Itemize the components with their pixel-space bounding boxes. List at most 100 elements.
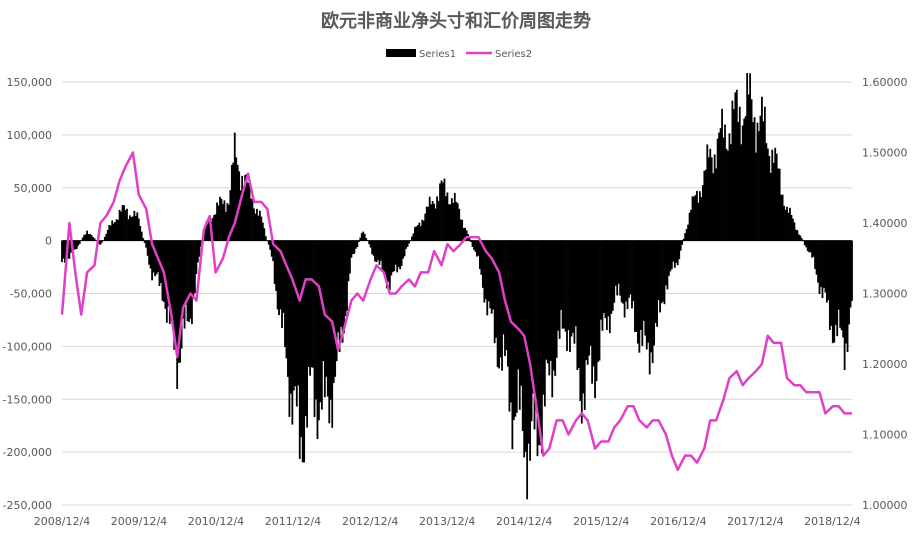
bar-series1 <box>639 240 642 330</box>
bar-series1 <box>532 240 534 394</box>
bar-series1 <box>384 240 387 280</box>
bar-series1 <box>721 108 723 241</box>
bar-series1 <box>108 225 111 241</box>
bar-series1 <box>90 235 93 241</box>
bar-series1 <box>341 240 344 343</box>
bar-series1 <box>551 240 554 398</box>
bar-series1 <box>489 240 492 309</box>
bar-series1 <box>99 240 102 245</box>
bar-series1 <box>603 240 605 314</box>
bar-series1 <box>62 240 65 259</box>
bar-series1 <box>831 240 834 344</box>
bar-series1 <box>72 240 75 250</box>
bar-series1 <box>399 240 402 270</box>
bar-series1 <box>508 240 511 412</box>
bar-series1 <box>481 240 484 288</box>
bar-series1 <box>611 240 614 311</box>
bar-series1 <box>836 240 839 337</box>
bar-series1 <box>436 196 438 241</box>
bar-series1 <box>682 238 685 241</box>
bar-series1 <box>369 240 372 248</box>
y-left-tick-label: -250,000 <box>3 499 52 512</box>
bar-series1 <box>400 240 403 267</box>
bar-series1 <box>437 200 440 241</box>
bar-series1 <box>619 240 622 296</box>
bar-series1 <box>628 240 630 298</box>
bar-series1 <box>312 240 314 368</box>
bar-series1 <box>679 240 682 251</box>
bar-series1 <box>660 240 663 304</box>
bar-series1 <box>830 240 833 326</box>
bar-series1 <box>279 240 282 310</box>
bar-series1 <box>320 240 323 410</box>
bar-series1 <box>418 222 421 241</box>
bar-series1 <box>589 240 592 346</box>
bar-series1 <box>511 240 514 450</box>
bar-series1 <box>837 240 840 310</box>
bar-series1 <box>123 205 125 241</box>
bar-series1 <box>133 210 136 241</box>
bar-series1 <box>146 240 149 256</box>
bar-series1 <box>412 233 415 241</box>
x-tick-label: 2015/12/4 <box>573 515 629 528</box>
y-left-tick-label: -150,000 <box>3 393 52 406</box>
bar-series1 <box>176 240 179 389</box>
bar-series1 <box>103 236 106 241</box>
bar-series1 <box>558 240 561 339</box>
bar-series1 <box>690 209 692 241</box>
bar-series1 <box>233 132 236 241</box>
bar-series1 <box>258 210 261 241</box>
bar-series1 <box>160 240 162 284</box>
bar-series1 <box>174 240 177 348</box>
bar-series1 <box>570 240 573 337</box>
bar-series1 <box>120 211 122 241</box>
bar-series1 <box>597 240 599 363</box>
bar-series1 <box>269 240 272 250</box>
bar-series1 <box>490 240 493 314</box>
bar-series1 <box>381 240 384 272</box>
bar-series1 <box>117 220 120 241</box>
bar-series1 <box>623 240 626 318</box>
bar-series1 <box>416 225 419 241</box>
bar-series1 <box>591 240 594 384</box>
bar-series1 <box>230 164 233 241</box>
bar-series1 <box>287 240 289 377</box>
bar-series1 <box>443 178 446 241</box>
bar-series1 <box>696 190 698 241</box>
bar-series1 <box>747 94 750 241</box>
bar-series1 <box>261 222 264 241</box>
bar-series1 <box>560 240 563 310</box>
bar-series1 <box>650 240 653 353</box>
bar-series1 <box>371 240 373 255</box>
bar-series1 <box>140 231 143 241</box>
bar-series1 <box>614 240 617 286</box>
bar-series1 <box>520 240 523 386</box>
bar-series1 <box>75 240 78 249</box>
bar-series1 <box>642 240 645 321</box>
bar-series1 <box>272 240 275 262</box>
y-left-tick-label: -200,000 <box>3 446 52 459</box>
bar-series1 <box>526 240 529 500</box>
bar-series1 <box>61 240 63 263</box>
bar-series1 <box>538 240 540 446</box>
bar-series1 <box>408 240 410 244</box>
bar-series1 <box>594 240 596 399</box>
bar-series1 <box>799 235 802 241</box>
bar-series1 <box>127 219 130 241</box>
bar-series1 <box>727 150 729 241</box>
x-tick-label: 2016/12/4 <box>650 515 706 528</box>
bar-series1 <box>192 240 195 298</box>
bar-series1 <box>365 238 368 241</box>
bar-series1 <box>362 231 365 241</box>
bar-series1 <box>357 240 360 243</box>
bar-series1 <box>325 240 328 377</box>
bar-series1 <box>539 240 542 446</box>
bar-series1 <box>383 240 385 274</box>
bar-series1 <box>322 240 325 361</box>
bar-series1 <box>397 240 400 267</box>
bar-series1 <box>207 222 210 241</box>
bar-series1 <box>111 220 114 241</box>
bar-series1 <box>196 240 199 263</box>
bar-series1 <box>626 240 629 310</box>
bar-series1 <box>471 240 474 247</box>
